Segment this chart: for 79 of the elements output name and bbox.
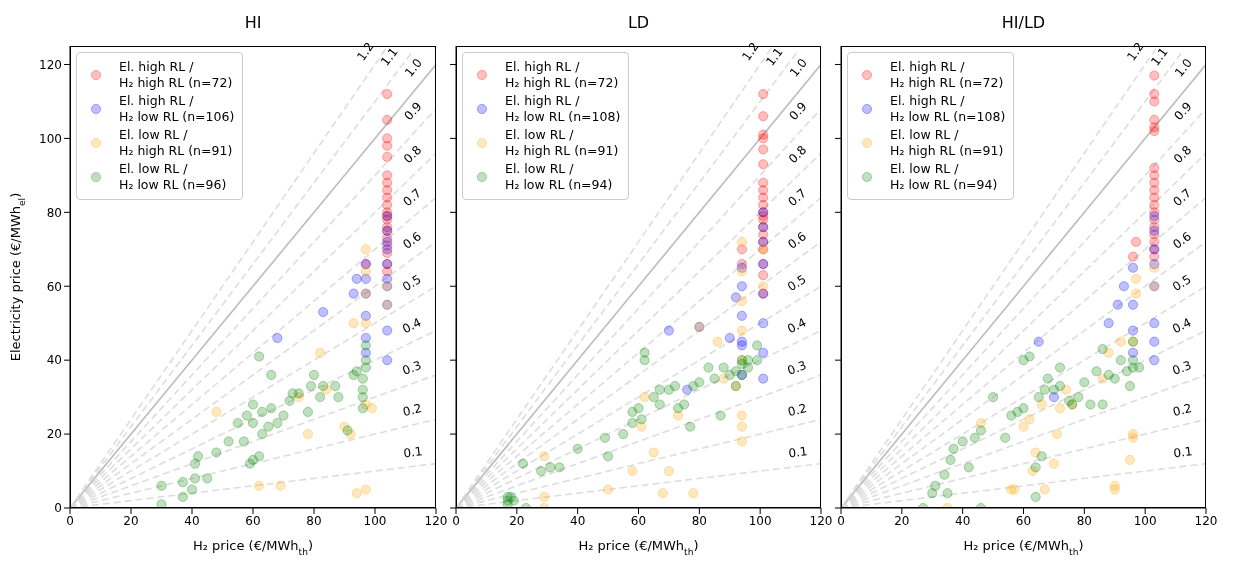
- x-tick-label: 120: [809, 513, 833, 528]
- x-tick-label: 100: [1133, 513, 1157, 528]
- x-tick-label: 40: [955, 513, 971, 528]
- text: 0.7: [1170, 186, 1195, 210]
- x-tick-label: 20: [123, 513, 139, 528]
- legend-label: El. low RL / H₂ low RL (n=94): [890, 161, 998, 193]
- text: 0.4: [400, 315, 424, 337]
- text: 0.8: [400, 142, 425, 167]
- legend-label: El. high RL / H₂ high RL (n=72): [890, 59, 1004, 91]
- legend-label: El. low RL / H₂ high RL (n=91): [505, 127, 619, 159]
- x-tick-label: 60: [1015, 513, 1032, 528]
- x-tick-label: 80: [691, 513, 707, 528]
- y-tick-label: 20: [46, 427, 62, 442]
- text: 0.6: [1170, 229, 1194, 252]
- x-tick-label: 80: [1076, 513, 1092, 528]
- text: 0.2: [401, 401, 424, 420]
- text: 0.5: [785, 272, 809, 295]
- legend-label: El. high RL / H₂ low RL (n=108): [890, 93, 1006, 125]
- text: 0.8: [1170, 142, 1195, 167]
- x-tick-label: 120: [1194, 513, 1218, 528]
- text: 1.0: [1171, 55, 1195, 80]
- text: 0.1: [402, 444, 424, 461]
- text: 0.4: [785, 315, 809, 337]
- y-tick-label: 100: [39, 131, 62, 146]
- text: 0.5: [1170, 272, 1194, 295]
- x-tick-label: 120: [424, 513, 448, 528]
- legend-label: El. low RL / H₂ low RL (n=94): [505, 161, 613, 193]
- chart-title: HI/LD: [1000, 12, 1047, 34]
- text: 1.0: [786, 55, 810, 80]
- x-tick-label: 0: [66, 513, 74, 528]
- text: 0.5: [400, 272, 424, 295]
- text: 0.2: [1171, 401, 1194, 420]
- text: 0.9: [1171, 99, 1195, 123]
- x-tick-label: 100: [363, 513, 387, 528]
- x-tick-label: 0: [837, 513, 845, 528]
- legend-label: El. high RL / H₂ low RL (n=108): [505, 93, 621, 125]
- x-tick-label: 0: [452, 513, 460, 528]
- x-tick-label: 20: [894, 513, 910, 528]
- text: 0.3: [1170, 358, 1194, 378]
- text: 1.0: [401, 55, 425, 80]
- text: 0.3: [400, 358, 424, 378]
- x-tick-label: 80: [306, 513, 322, 528]
- text: 0.6: [400, 229, 424, 252]
- legend-label: El. high RL / H₂ high RL (n=72): [505, 59, 619, 91]
- text: 0.9: [786, 99, 810, 123]
- x-tick-label: 100: [748, 513, 772, 528]
- text: 0.1: [787, 444, 809, 461]
- y-tick-label: 60: [46, 279, 62, 294]
- chart-title: HI: [243, 12, 263, 34]
- y-tick-label: 80: [46, 205, 62, 220]
- text: 0.7: [785, 186, 810, 210]
- legend-label: El. low RL / H₂ high RL (n=91): [119, 127, 233, 159]
- text: 1.1: [378, 44, 401, 69]
- x-axis-title: H₂ price (€/MWh$_{th}$): [963, 538, 1084, 557]
- text: 0.1: [1172, 444, 1194, 461]
- legend-label: El. low RL / H₂ high RL (n=91): [890, 127, 1004, 159]
- text: 0.4: [1170, 315, 1194, 337]
- x-tick-label: 40: [570, 513, 586, 528]
- x-axis-title: H₂ price (€/MWh$_{th}$): [578, 538, 699, 557]
- text: 0.9: [401, 99, 425, 123]
- x-axis-title: H₂ price (€/MWh$_{th}$): [192, 538, 314, 557]
- x-tick-label: 60: [630, 513, 647, 528]
- legend-label: El. high RL / H₂ low RL (n=106): [119, 93, 235, 125]
- y-tick-label: 40: [46, 353, 62, 368]
- text: 1.1: [763, 44, 786, 69]
- y-tick-label: 0: [54, 501, 62, 516]
- chart-title: LD: [626, 12, 651, 34]
- x-tick-label: 60: [245, 513, 261, 528]
- text: 1.1: [1148, 44, 1171, 69]
- text: 0.8: [785, 142, 810, 167]
- y-tick-label: 120: [39, 57, 62, 72]
- text: 0.6: [785, 229, 809, 252]
- text: 0.3: [785, 358, 809, 378]
- legend-label: El. low RL / H₂ low RL (n=96): [119, 161, 227, 193]
- x-tick-label: 20: [509, 513, 525, 528]
- x-tick-label: 40: [184, 513, 200, 528]
- text: 0.7: [400, 186, 425, 210]
- legend-label: El. high RL / H₂ high RL (n=72): [119, 59, 233, 91]
- text: 0.2: [786, 401, 809, 420]
